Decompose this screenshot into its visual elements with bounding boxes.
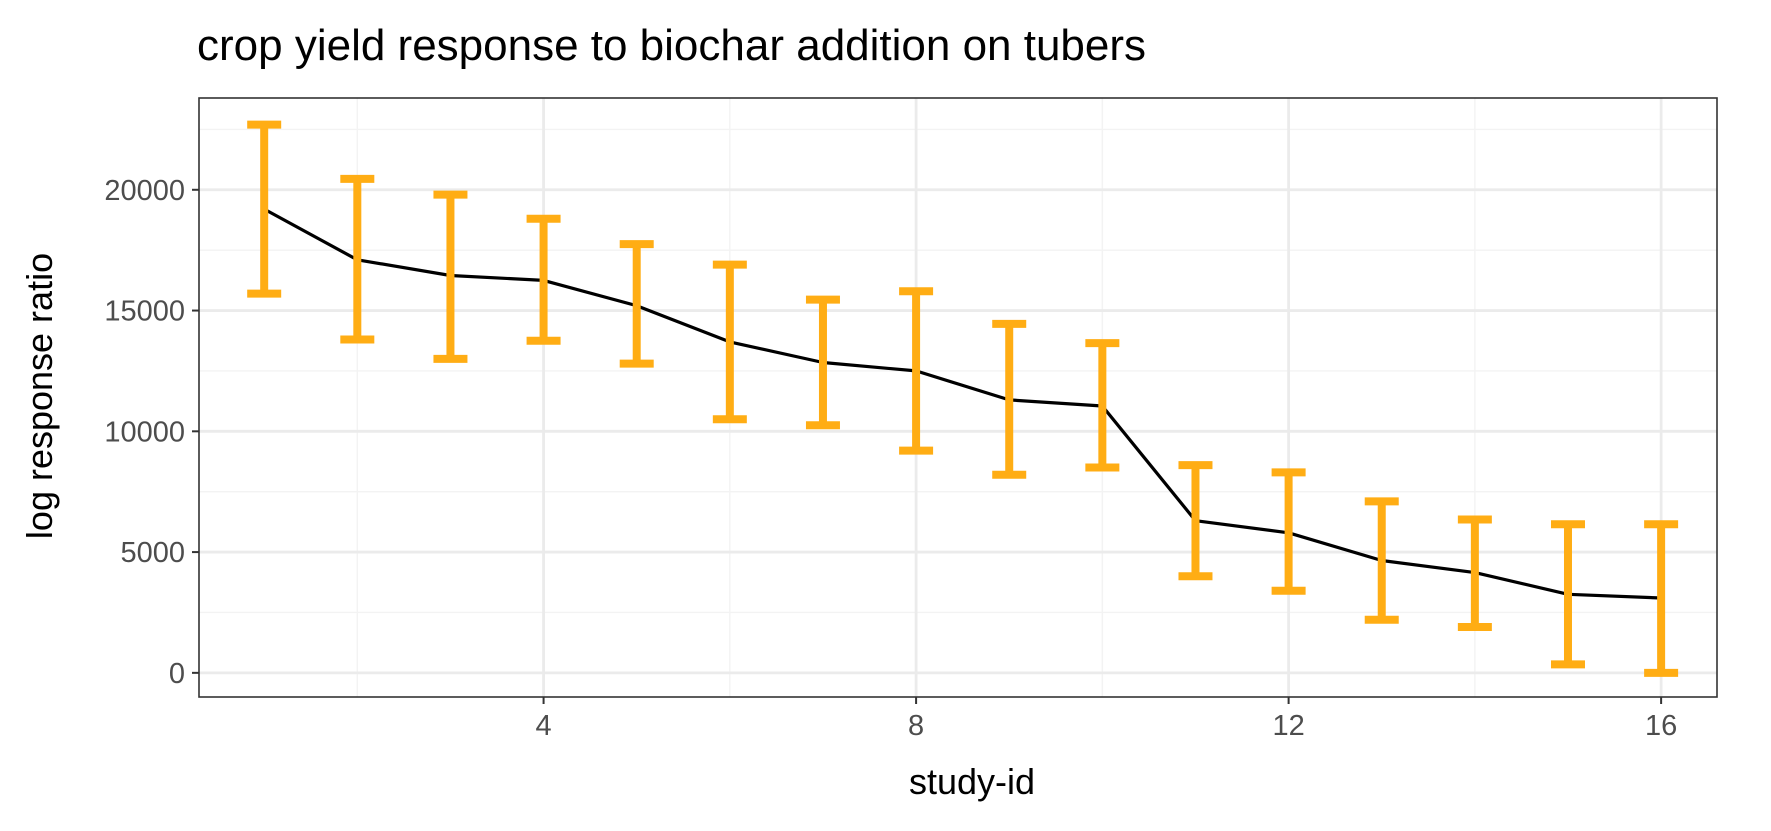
error-bar [899, 287, 934, 455]
error-bar [1178, 461, 1213, 581]
error-bar [247, 120, 282, 298]
x-tick-label: 16 [1645, 710, 1677, 742]
error-bar [805, 295, 840, 430]
error-bar [1085, 339, 1120, 472]
error-bar [433, 190, 468, 363]
error-bar [1457, 515, 1492, 631]
error-bar [992, 319, 1027, 479]
y-tick-label: 0 [169, 658, 185, 690]
data-layer [247, 120, 1679, 677]
error-bar [1550, 520, 1585, 669]
chart-title: crop yield response to biochar addition … [197, 21, 1146, 70]
error-bar [1364, 497, 1399, 624]
error-bar [1271, 468, 1306, 595]
panel-border [198, 97, 1718, 698]
error-bar [712, 260, 747, 424]
axes: 0 5000 10000 15000 20000 4 8 12 16 [104, 175, 1677, 742]
error-bar [619, 240, 654, 368]
x-tick-label: 4 [536, 710, 552, 742]
series-line [263, 207, 1662, 600]
error-bar [526, 214, 561, 345]
error-bar [1644, 520, 1679, 677]
grid-lines [199, 98, 1717, 697]
x-axis-label: study-id [909, 761, 1035, 802]
error-bar [340, 174, 375, 344]
y-tick-label: 20000 [104, 175, 185, 207]
y-tick-label: 10000 [104, 416, 185, 448]
y-axis-label: log response ratio [19, 253, 60, 539]
x-tick-label: 12 [1272, 710, 1304, 742]
y-tick-label: 15000 [104, 296, 185, 328]
x-tick-label: 8 [908, 710, 924, 742]
y-tick-label: 5000 [120, 537, 185, 569]
